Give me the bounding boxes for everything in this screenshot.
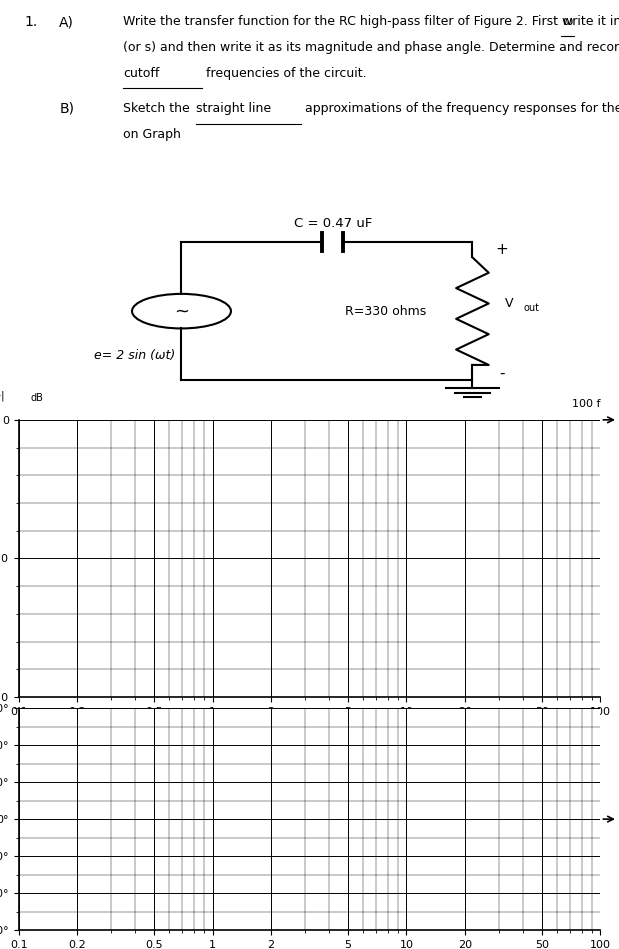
Text: C = 0.47 uF: C = 0.47 uF (293, 217, 372, 231)
Text: R=330 ohms: R=330 ohms (345, 305, 426, 318)
Text: on Graph: on Graph (123, 128, 181, 140)
Text: (a) Voltage gain response: (a) Voltage gain response (102, 725, 262, 737)
Text: e= 2 sin (ωt): e= 2 sin (ωt) (94, 349, 175, 363)
Text: out: out (524, 303, 540, 313)
Text: dB: dB (30, 393, 43, 403)
Text: frequencies of the circuit.: frequencies of the circuit. (202, 66, 366, 80)
Text: Sketch the: Sketch the (123, 102, 194, 115)
Text: B): B) (59, 102, 74, 116)
Text: ~: ~ (174, 302, 189, 320)
Text: $|A_v|$: $|A_v|$ (0, 389, 4, 403)
Text: +: + (495, 242, 508, 256)
Text: 1.: 1. (24, 15, 38, 29)
Text: (or s) and then write it as its magnitude and phase angle. Determine and record : (or s) and then write it as its magnitud… (123, 41, 619, 54)
Text: 100 f: 100 f (572, 399, 600, 409)
Text: straight line: straight line (196, 102, 271, 115)
Text: ω: ω (563, 15, 573, 28)
Text: -: - (499, 365, 504, 381)
Text: cutoff: cutoff (123, 66, 160, 80)
Text: approximations of the frequency responses for the RC high-pass filter: approximations of the frequency response… (301, 102, 619, 115)
Text: Write the transfer function for the RC high-pass filter of Figure 2. First write: Write the transfer function for the RC h… (123, 15, 619, 28)
Text: (kHz): (kHz) (618, 431, 619, 441)
Text: V: V (504, 296, 513, 309)
Text: A): A) (59, 15, 74, 29)
